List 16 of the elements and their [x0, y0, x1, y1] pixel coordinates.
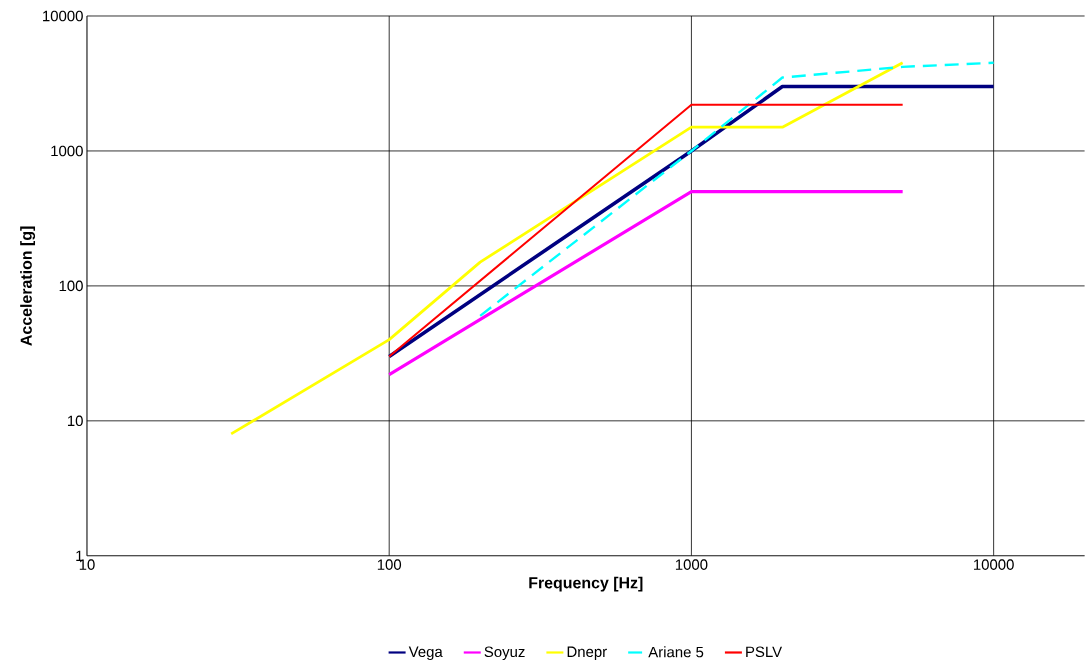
y-tick-label: 10 — [67, 415, 83, 427]
y-tick-label: 1 — [76, 550, 83, 562]
y-tick-label: 100 — [59, 280, 83, 292]
x-tick-label: 1000 — [675, 559, 708, 570]
x-tick-label: 10000 — [974, 559, 1014, 570]
legend-label: Dnepr — [567, 646, 607, 661]
x-tick-label: 10 — [79, 559, 95, 570]
y-tick-label: 10000 — [43, 10, 83, 22]
legend-label: PSLV — [746, 646, 783, 658]
legend-label: Vega — [408, 646, 443, 661]
x-axis-title: Frequency [Hz] — [529, 576, 643, 592]
legend-label: Ariane 5 — [648, 646, 704, 658]
y-tick-label: 1000 — [51, 145, 83, 157]
y-axis-title: Acceleration [g] — [20, 226, 36, 346]
x-tick-label: 100 — [377, 559, 402, 570]
legend-label: Soyuz — [484, 646, 525, 661]
